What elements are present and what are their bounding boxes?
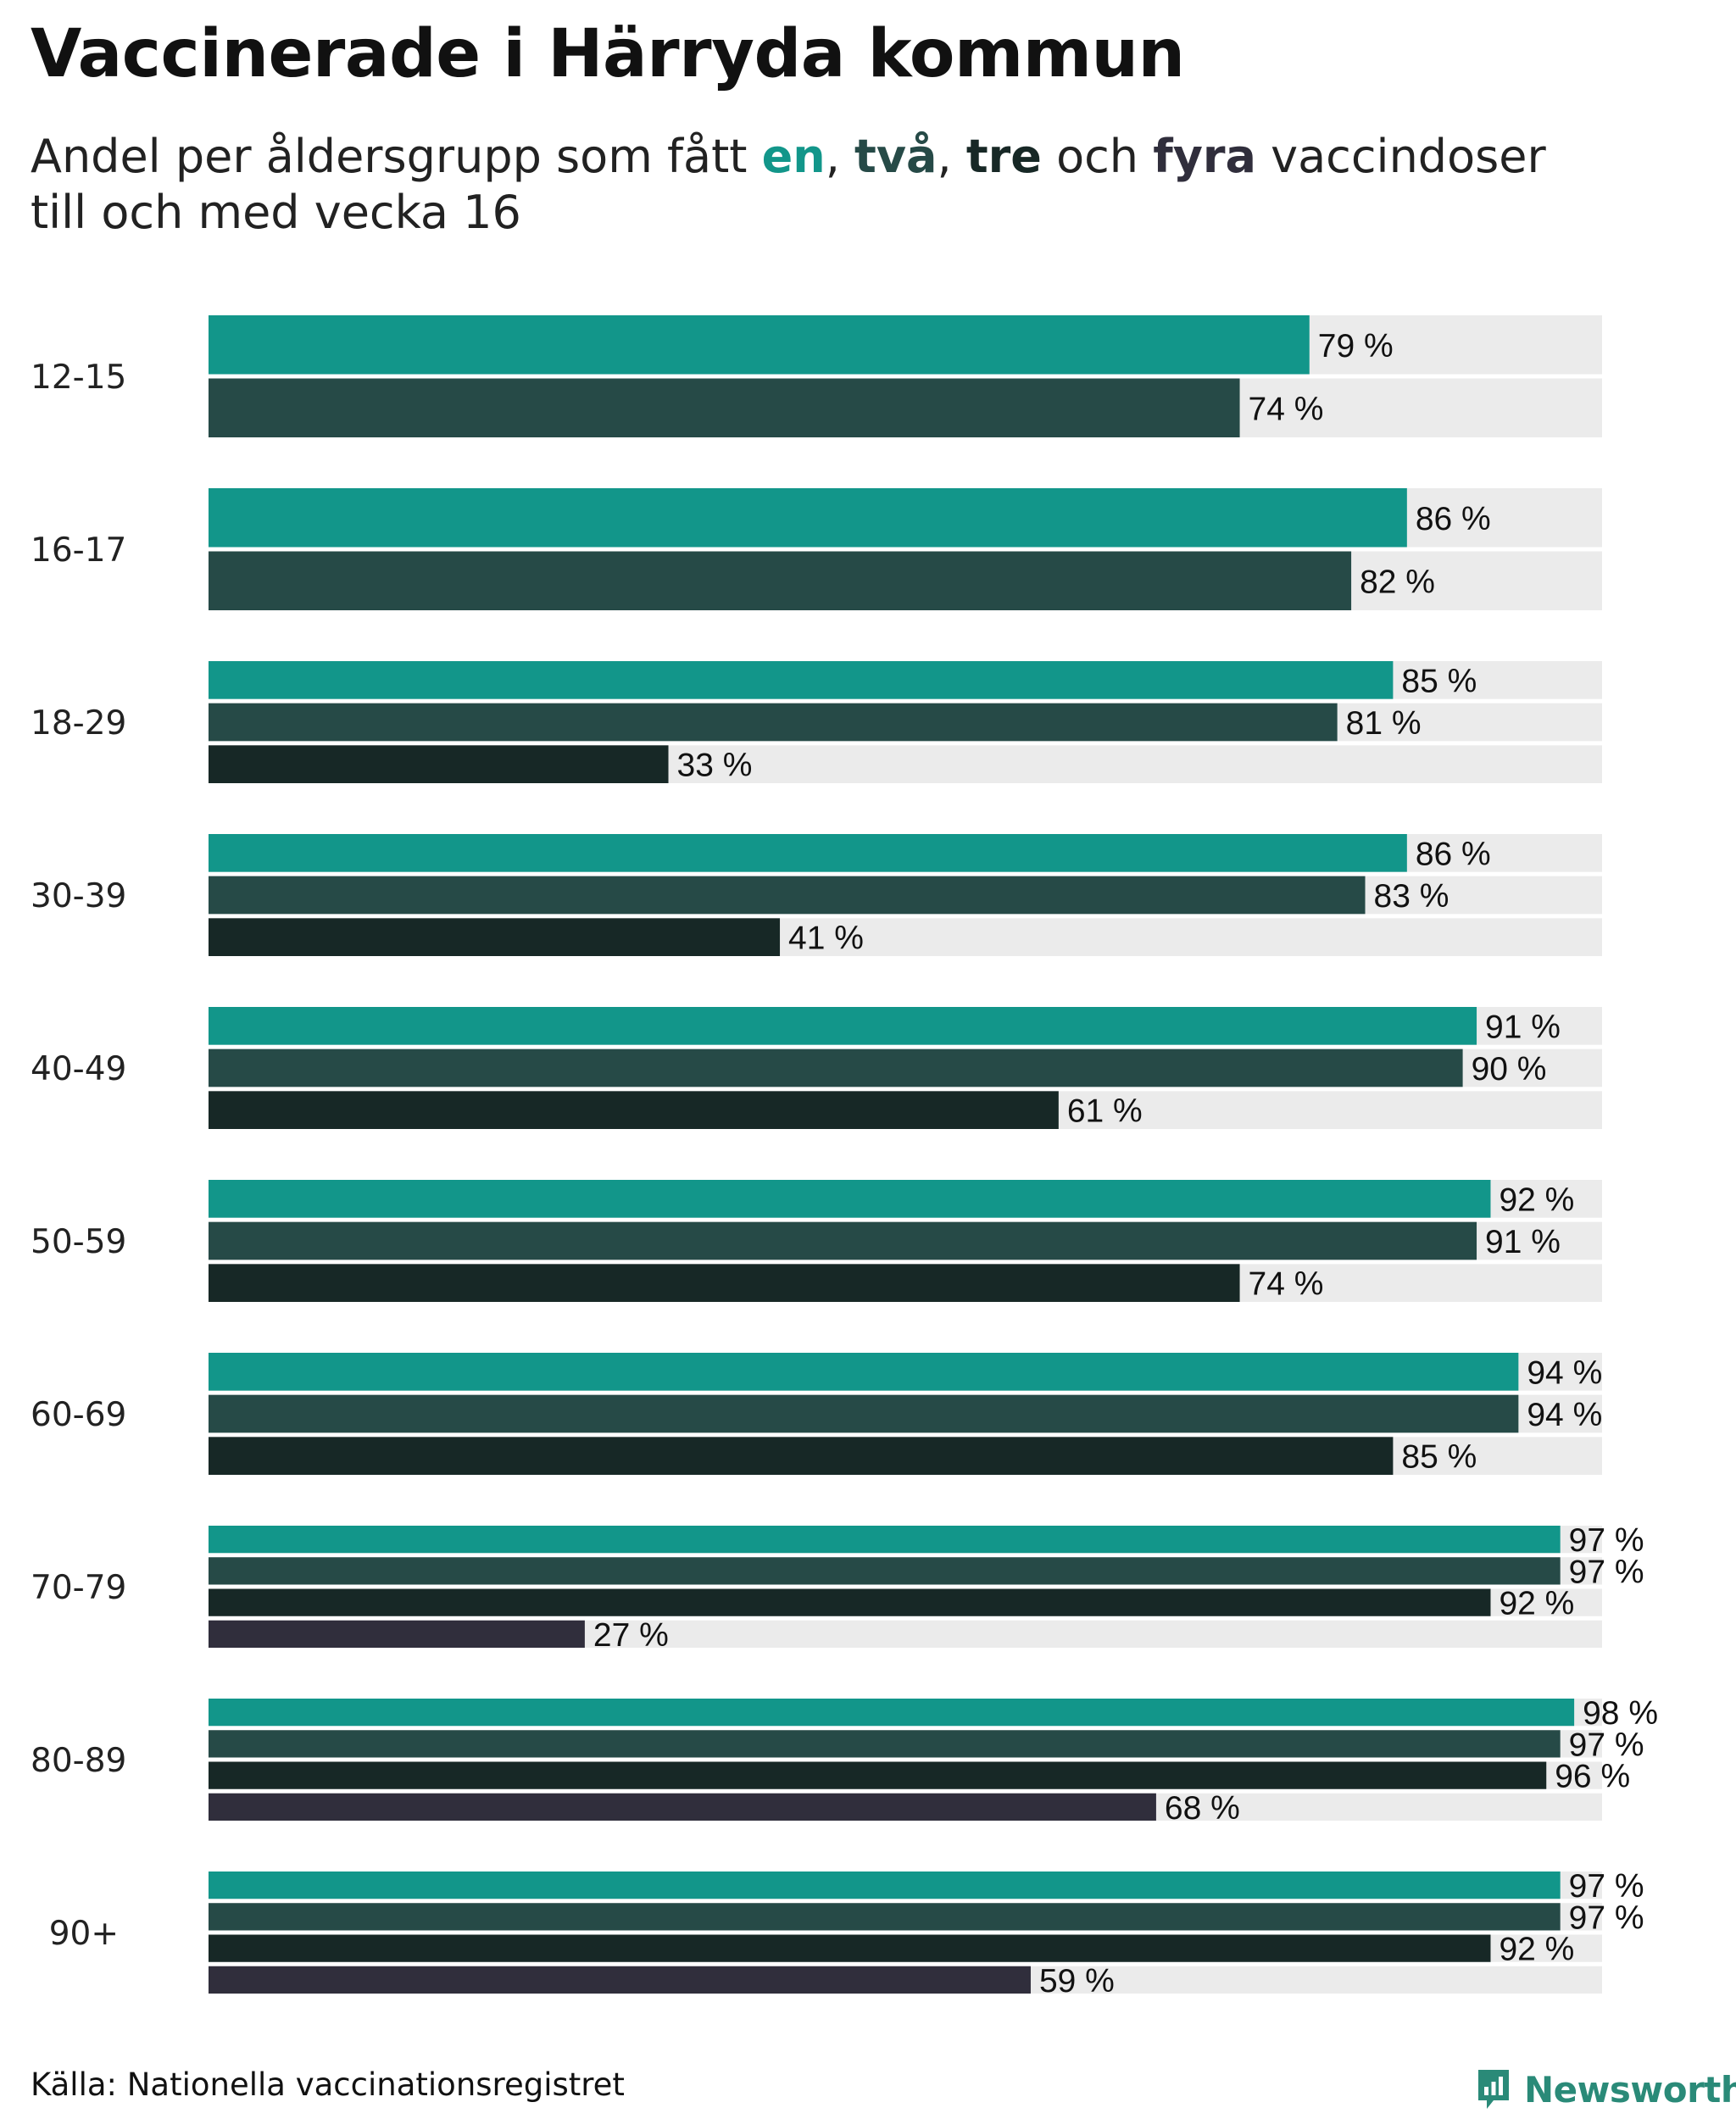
bar-dose-3 bbox=[209, 1934, 1491, 1962]
bar-dose-3 bbox=[209, 1588, 1491, 1616]
value-label: 74 % bbox=[1249, 1266, 1324, 1303]
bar-dose-3 bbox=[209, 1437, 1394, 1475]
subtitle-dose-2: två bbox=[854, 130, 938, 183]
brand-name: Newsworthy bbox=[1524, 2068, 1736, 2111]
bar-dose-2 bbox=[209, 703, 1338, 742]
value-label: 85 % bbox=[1401, 1439, 1477, 1476]
age-group-label: 60-69 bbox=[31, 1396, 126, 1434]
value-label: 61 % bbox=[1067, 1093, 1143, 1130]
brand-logo[interactable]: Newsworthy bbox=[1475, 2066, 1736, 2112]
bar-dose-1 bbox=[209, 1872, 1561, 1899]
bar-dose-1 bbox=[209, 834, 1407, 872]
age-group-label: 70-79 bbox=[31, 1569, 126, 1607]
bar-dose-2 bbox=[209, 551, 1352, 610]
value-label: 97 % bbox=[1569, 1727, 1644, 1763]
value-label: 86 % bbox=[1416, 836, 1491, 872]
bar-dose-3 bbox=[209, 1264, 1240, 1302]
chart-subtitle: Andel per åldersgrupp som fått en, två, … bbox=[31, 129, 1556, 241]
value-label: 85 % bbox=[1401, 663, 1477, 699]
value-label: 92 % bbox=[1499, 1932, 1574, 1968]
bar-dose-3 bbox=[209, 745, 669, 783]
age-group-label: 12-15 bbox=[31, 359, 126, 397]
bar-dose-3 bbox=[209, 1761, 1547, 1789]
value-label: 98 % bbox=[1583, 1695, 1658, 1732]
value-label: 97 % bbox=[1569, 1554, 1644, 1590]
subtitle-sep-1: , bbox=[825, 130, 855, 183]
age-group-label: 50-59 bbox=[31, 1223, 126, 1261]
age-group-label: 30-39 bbox=[31, 877, 126, 915]
age-group-label: 80-89 bbox=[31, 1742, 126, 1780]
newsworthy-logo-icon bbox=[1478, 2070, 1509, 2109]
bar-dose-1 bbox=[209, 488, 1407, 548]
subtitle-dose-3: tre bbox=[965, 130, 1042, 183]
subtitle-suffix: vaccindoser bbox=[1255, 130, 1546, 183]
bar-dose-2 bbox=[209, 1221, 1477, 1260]
value-label: 94 % bbox=[1527, 1397, 1602, 1433]
bar-dose-1 bbox=[209, 1699, 1575, 1727]
value-label: 74 % bbox=[1249, 391, 1324, 427]
value-label: 41 % bbox=[788, 920, 864, 957]
value-label: 83 % bbox=[1374, 878, 1449, 915]
value-label: 79 % bbox=[1318, 328, 1394, 364]
bar-dose-1 bbox=[209, 1007, 1477, 1045]
subtitle-prefix: Andel per åldersgrupp som fått bbox=[31, 130, 762, 183]
bar-dose-2 bbox=[209, 876, 1366, 915]
subtitle-line-2: till och med vecka 16 bbox=[31, 186, 521, 239]
value-label: 90 % bbox=[1472, 1051, 1547, 1087]
subtitle-sep-2: , bbox=[937, 130, 966, 183]
age-group-label: 90+ bbox=[49, 1915, 119, 1953]
bar-dose-1 bbox=[209, 1526, 1561, 1554]
chart-title: Vaccinerade i Härryda kommun bbox=[31, 16, 1185, 92]
subtitle-mid: och bbox=[1041, 130, 1154, 183]
value-label: 91 % bbox=[1485, 1224, 1561, 1260]
source-note: Källa: Nationella vaccinationsregistret bbox=[31, 2066, 625, 2103]
value-label: 81 % bbox=[1346, 705, 1422, 742]
value-label: 27 % bbox=[593, 1617, 669, 1654]
value-label: 68 % bbox=[1165, 1790, 1240, 1827]
value-label: 92 % bbox=[1499, 1182, 1574, 1218]
bar-dose-3 bbox=[209, 918, 781, 956]
value-label: 92 % bbox=[1499, 1586, 1574, 1622]
bar-chart: 12-15 79 % 74 % 16-17 86 % 82 % 18-29 85 % 81 % 3… bbox=[31, 315, 1658, 1999]
bar-dose-1 bbox=[209, 315, 1310, 375]
age-group-label: 40-49 bbox=[31, 1050, 126, 1088]
bar-dose-2 bbox=[209, 1048, 1463, 1087]
value-label: 97 % bbox=[1569, 1522, 1644, 1559]
bar-dose-2 bbox=[209, 1730, 1561, 1758]
bar-dose-3 bbox=[209, 1091, 1059, 1129]
value-label: 94 % bbox=[1527, 1354, 1602, 1391]
bar-dose-1 bbox=[209, 661, 1394, 699]
bar-dose-4 bbox=[209, 1966, 1031, 1994]
bar-dose-2 bbox=[209, 378, 1240, 437]
value-label: 97 % bbox=[1569, 1899, 1644, 1936]
age-group-label: 18-29 bbox=[31, 704, 126, 742]
value-label: 59 % bbox=[1039, 1963, 1115, 1999]
value-label: 97 % bbox=[1569, 1868, 1644, 1905]
value-label: 82 % bbox=[1360, 564, 1435, 600]
bar-dose-2 bbox=[209, 1557, 1561, 1585]
age-group-label: 16-17 bbox=[31, 531, 126, 570]
bar-dose-1 bbox=[209, 1180, 1491, 1218]
value-label: 86 % bbox=[1416, 501, 1491, 537]
bar-dose-1 bbox=[209, 1353, 1519, 1391]
value-label: 96 % bbox=[1555, 1759, 1630, 1795]
value-label: 33 % bbox=[677, 748, 753, 784]
subtitle-dose-4: fyra bbox=[1153, 130, 1256, 183]
bar-dose-2 bbox=[209, 1394, 1519, 1433]
bar-dose-2 bbox=[209, 1903, 1561, 1931]
bar-dose-4 bbox=[209, 1620, 585, 1648]
value-label: 91 % bbox=[1485, 1009, 1561, 1045]
bar-dose-4 bbox=[209, 1793, 1156, 1821]
subtitle-dose-1: en bbox=[761, 130, 826, 183]
